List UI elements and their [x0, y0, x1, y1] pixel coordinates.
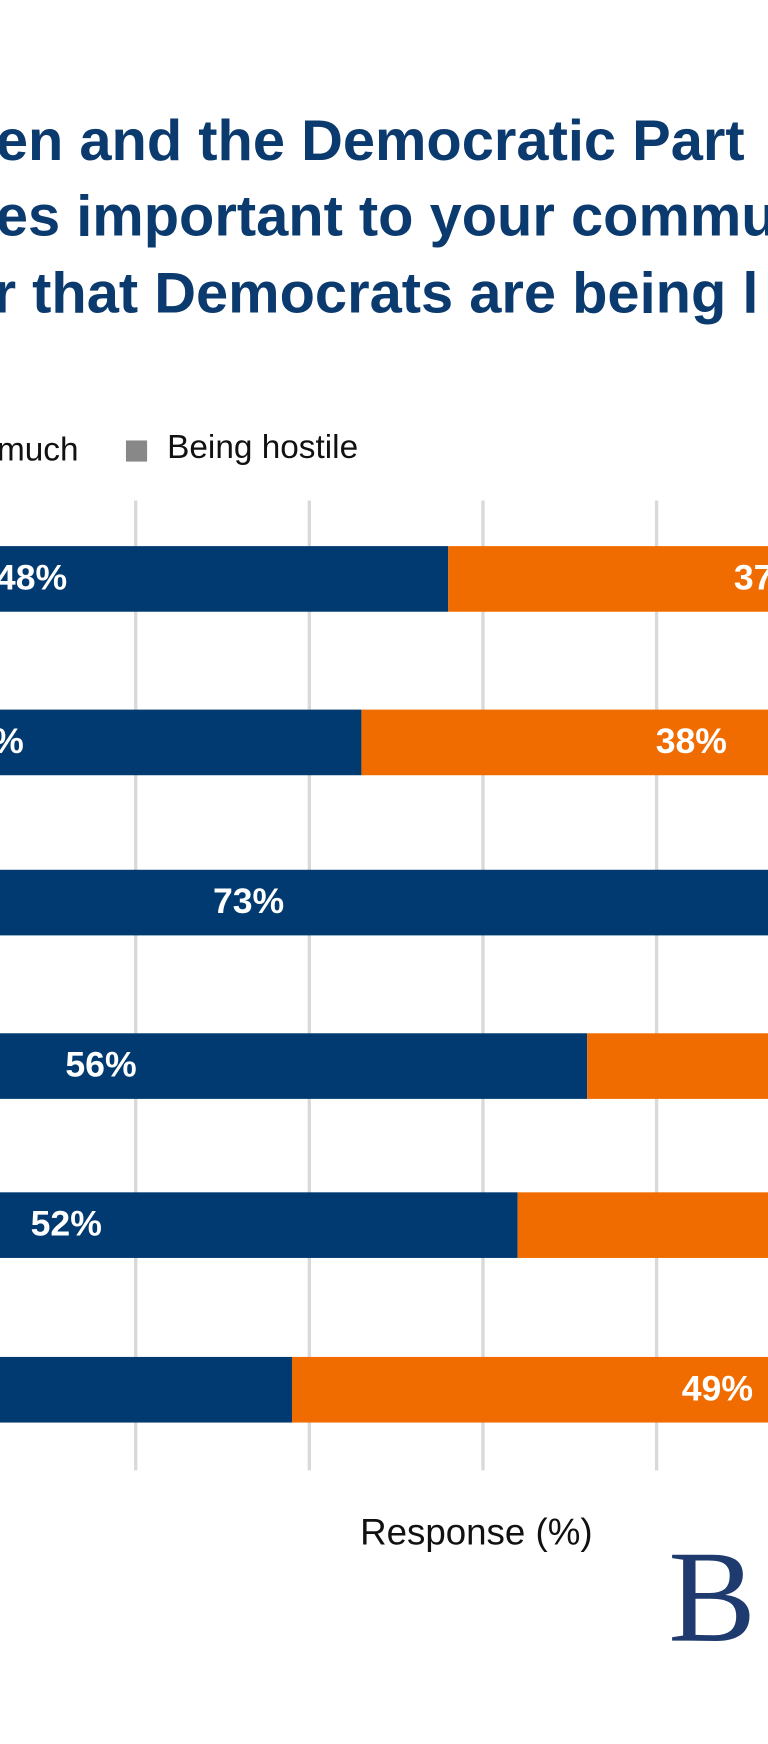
bar-segment — [587, 1033, 768, 1099]
value-label: 43% — [0, 721, 24, 761]
legend-label: Being hostile — [167, 429, 358, 466]
bar-segment — [517, 1192, 768, 1258]
bar-segment — [0, 1033, 588, 1099]
value-label: 49% — [682, 1368, 753, 1408]
bar-segment — [291, 1356, 768, 1423]
bars: 48% 37% 43% 38% 73% 56% 52% 49% — [0, 546, 768, 1423]
value-label: 38% — [656, 721, 727, 761]
legend-label: much — [0, 431, 79, 468]
value-label: 48% — [0, 557, 67, 597]
value-label: 56% — [65, 1045, 136, 1085]
logo: B — [668, 1525, 756, 1670]
value-label: 52% — [31, 1204, 102, 1244]
bar-segment — [0, 709, 362, 776]
grid — [134, 500, 659, 1471]
legend-marker — [125, 440, 148, 462]
bar-segment — [0, 1192, 518, 1258]
value-label: 37% — [734, 557, 768, 597]
bar-segment — [0, 1356, 292, 1423]
title-line: es important to your commu — [0, 185, 768, 249]
value-label: 73% — [213, 881, 284, 921]
bar-segment — [0, 869, 768, 936]
bar-segment — [361, 709, 768, 776]
bar-segment — [448, 546, 768, 612]
title-line: en and the Democratic Part — [0, 109, 745, 173]
bar-segment — [0, 546, 449, 612]
title-line: r that Democrats are being l — [0, 261, 758, 325]
x-axis-title: Response (%) — [360, 1512, 592, 1553]
